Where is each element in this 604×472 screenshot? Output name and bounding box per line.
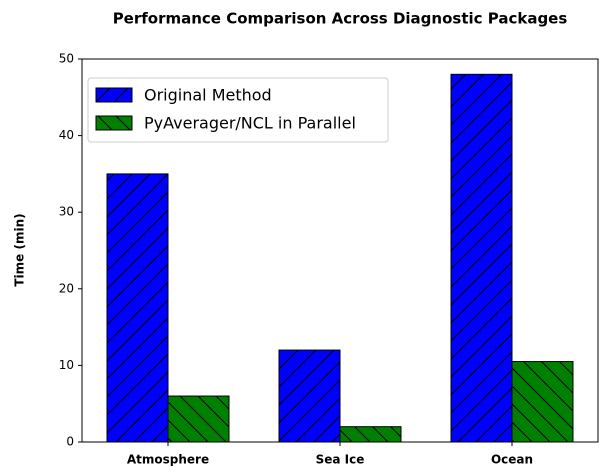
y-tick-label: 10 [59,358,74,372]
x-tick-label: Atmosphere [127,453,209,467]
legend-swatch [95,115,133,131]
y-tick-label: 20 [59,281,74,295]
legend-label: Original Method [144,86,272,105]
y-tick-label: 30 [59,205,74,219]
chart-title: Performance Comparison Across Diagnostic… [113,10,568,28]
y-axis-label: Time (min) [13,213,27,286]
bar [450,73,513,443]
bar [167,395,230,443]
legend-box [87,77,389,143]
bar [511,361,574,443]
legend-swatch [95,87,133,103]
x-tick-label: Sea Ice [316,453,365,467]
bar [106,173,169,443]
x-tick-label: Ocean [491,453,533,467]
y-tick-label: 0 [66,435,74,449]
legend-label: PyAverager/NCL in Parallel [144,114,356,133]
y-tick-label: 50 [59,52,74,66]
bar [339,426,402,443]
bar [278,349,341,443]
y-tick-label: 40 [59,128,74,142]
plot-frame [81,58,599,443]
